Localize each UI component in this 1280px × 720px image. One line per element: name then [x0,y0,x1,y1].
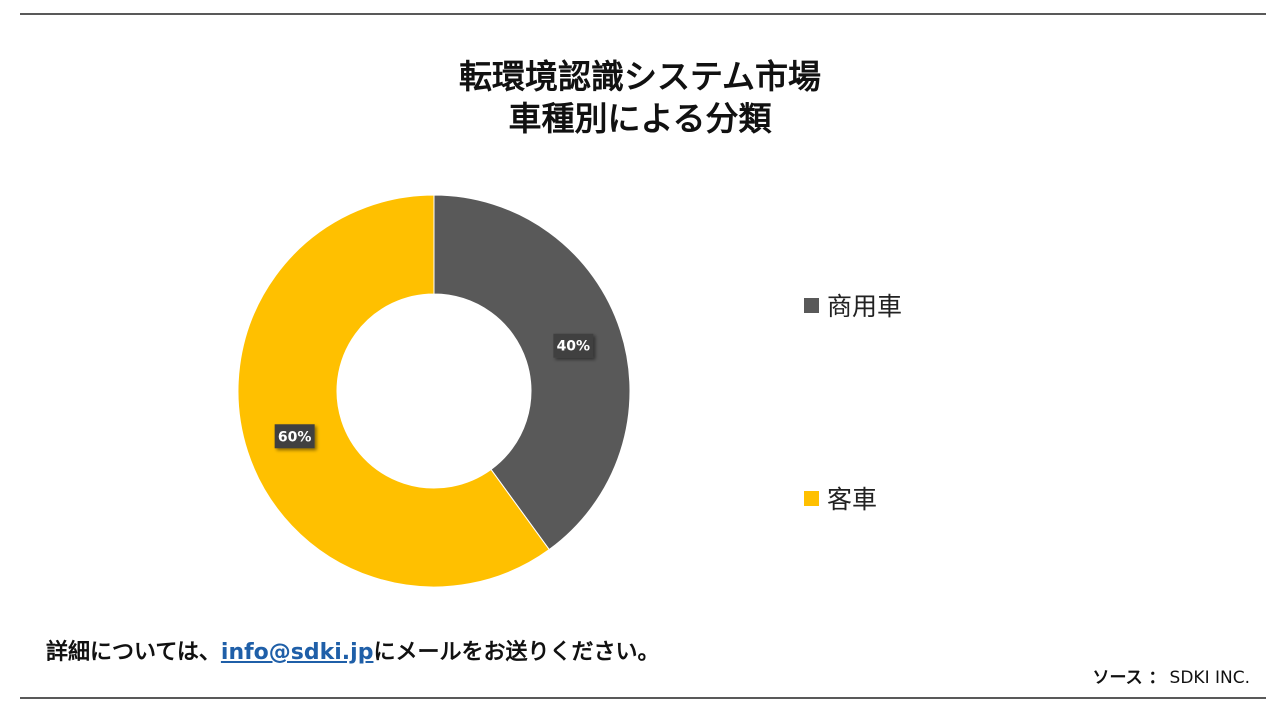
source-credit: ソース ： SDKI INC. [1092,666,1250,690]
chart-title: 転環境認識システム市場 車種別による分類 [0,56,1280,140]
data-label-1: 60% [274,424,315,449]
email-link[interactable]: info@sdki.jp [220,640,374,665]
footer-prefix: 詳細については、 [46,640,221,665]
title-line-1: 転環境認識システム市場 [458,57,821,96]
legend-swatch-passenger [804,491,819,506]
title-line-2: 車種別による分類 [508,99,772,138]
source-value: SDKI INC. [1169,668,1250,688]
svg-text:40%: 40% [557,339,591,355]
source-label: ソース ： [1092,668,1166,688]
legend-swatch-commercial [804,298,819,313]
legend-item-commercial: 商用車 [804,292,902,322]
data-label-0: 40% [553,333,594,358]
legend-item-passenger: 客車 [804,485,877,515]
footer-note: 詳細については、info@sdki.jpにメールをお送りください。 [46,638,659,668]
legend-label-passenger: 客車 [827,485,878,514]
bottom-rule [20,697,1266,699]
footer-suffix: にメールをお送りください。 [373,640,660,665]
donut-slice-0 [433,194,631,551]
donut-slice-1 [237,194,550,588]
legend-label-commercial: 商用車 [827,292,903,321]
svg-text:60%: 60% [278,429,312,445]
top-rule [20,13,1266,15]
